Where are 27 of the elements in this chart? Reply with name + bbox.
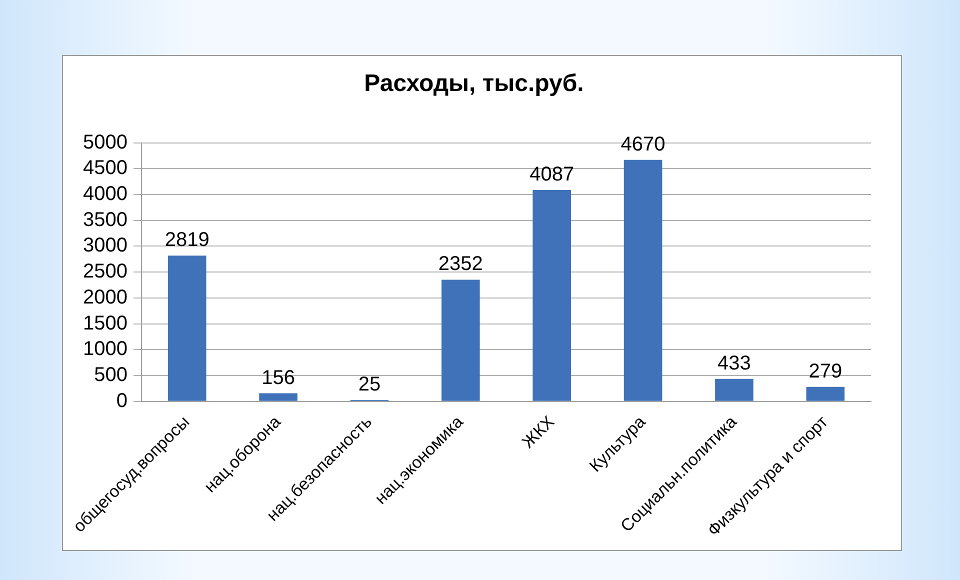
bar [624, 160, 662, 401]
data-label: 433 [718, 352, 751, 374]
y-tick-label: 2500 [82, 260, 128, 283]
bar [259, 393, 298, 401]
bar [442, 280, 480, 401]
bar [532, 190, 571, 401]
chart-title: Расходы, тыс.руб. [364, 70, 584, 98]
y-tick-label: 3500 [82, 208, 128, 231]
bar [168, 256, 206, 401]
data-label: 279 [808, 360, 842, 382]
data-label: 2819 [164, 229, 210, 252]
y-tick-label: 4500 [82, 157, 128, 180]
data-label: 2352 [438, 253, 483, 276]
y-tick-label: 500 [94, 364, 128, 386]
data-label: 4087 [530, 164, 574, 186]
y-tick-label: 0 [116, 390, 128, 412]
bar [715, 378, 754, 401]
data-label: 4670 [620, 133, 666, 156]
data-label: 25 [358, 374, 381, 396]
y-tick-label: 4000 [82, 183, 128, 206]
bar [806, 386, 845, 401]
y-tick-label: 1000 [82, 338, 128, 360]
y-tick-label: 5000 [82, 131, 128, 154]
data-label: 156 [262, 366, 295, 389]
y-tick-label: 2000 [82, 286, 128, 308]
y-tick-label: 3000 [82, 234, 128, 257]
y-tick-label: 1500 [82, 312, 128, 334]
